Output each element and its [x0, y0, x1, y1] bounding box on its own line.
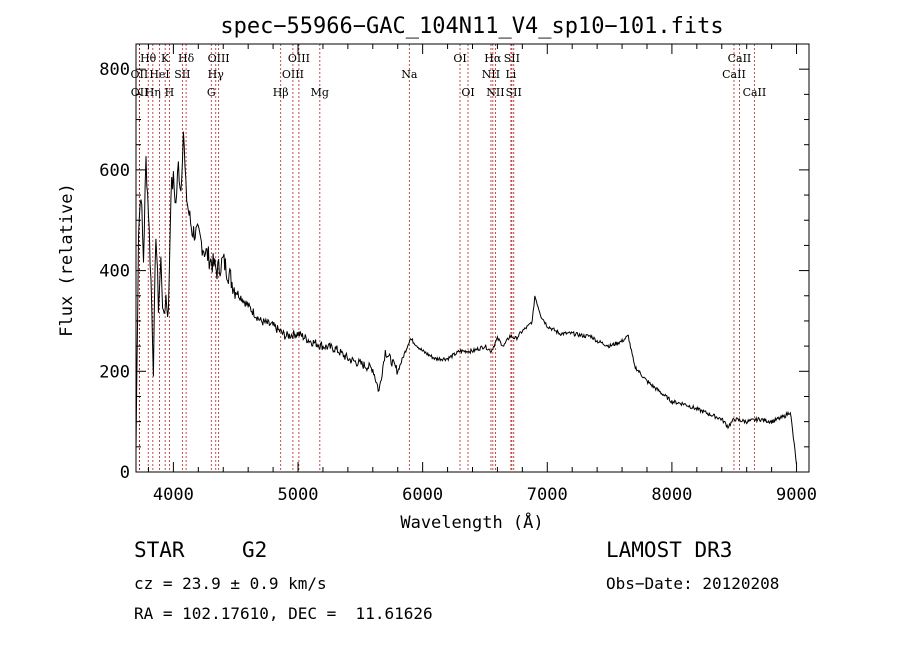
spectral-line-label: OII	[131, 86, 149, 99]
spectral-line-label: Na	[401, 68, 418, 81]
spectral-line-label: HeI	[149, 68, 169, 81]
x-tick-label: 8000	[651, 485, 692, 505]
spectral-line-label: CaII	[728, 52, 752, 65]
spectral-line-label: OII	[131, 68, 149, 81]
spectral-line-label: H	[165, 86, 175, 99]
spectral-line-label: CaII	[722, 68, 746, 81]
y-tick-label: 800	[99, 60, 130, 80]
plot-frame	[135, 43, 810, 473]
spectral-line-label: Mg	[311, 86, 329, 99]
x-tick-label: 4000	[153, 485, 194, 505]
spectral-line-label: OI	[453, 52, 466, 65]
spectral-line-label: Hβ	[273, 86, 289, 99]
spectral-line-label: Hγ	[208, 68, 225, 81]
spectral-line-label: SII	[174, 68, 190, 81]
spectral-line-label: Li	[505, 68, 516, 81]
spectral-line-label: NII	[486, 86, 504, 99]
spectral-line-label: Hα	[484, 52, 502, 65]
subclass-label: G2	[242, 538, 268, 562]
x-axis-label: Wavelength (Å)	[400, 511, 543, 533]
spectrum-chart: spec−55966−GAC_104N11_V4_sp10−101.fits H…	[57, 14, 817, 533]
spectral-line-label: Hθ	[140, 52, 157, 65]
ra-dec: RA = 102.17610, DEC = 11.61626	[134, 604, 433, 623]
spectral-line-label: OIII	[288, 52, 310, 65]
y-tick-label: 0	[120, 463, 130, 483]
x-tick-label: 6000	[402, 485, 443, 505]
spectral-line-label: Hδ	[178, 52, 195, 65]
cz-value: cz = 23.9 ± 0.9 km/s	[134, 574, 327, 593]
spectral-line-label: SII	[504, 52, 520, 65]
y-tick-label: 600	[99, 161, 130, 181]
axis-ticks: 4000 5000 6000 7000 8000 9000 0 200 400 600 800	[99, 44, 817, 505]
spectral-line-label: CaII	[743, 86, 767, 99]
spectral-line-markers	[138, 44, 755, 472]
spectral-line-label: OIII	[282, 68, 304, 81]
spectral-line-label: OIII	[208, 52, 230, 65]
x-tick-label: 9000	[776, 485, 817, 505]
survey-label: LAMOST DR3	[606, 538, 733, 562]
y-axis-label: Flux (relative)	[57, 183, 77, 337]
chart-title: spec−55966−GAC_104N11_V4_sp10−101.fits	[220, 14, 723, 39]
spectral-line-label: Hη	[145, 86, 161, 99]
x-tick-label: 7000	[527, 485, 568, 505]
spectral-line-label: G	[207, 86, 216, 99]
y-tick-label: 200	[99, 362, 130, 382]
class-label: STAR	[134, 538, 185, 562]
x-tick-label: 5000	[278, 485, 319, 505]
flux-series-line	[135, 131, 797, 465]
spectral-line-label: NII	[482, 68, 500, 81]
y-tick-label: 400	[99, 262, 130, 282]
obs-date: Obs−Date: 20120208	[606, 574, 780, 593]
spectral-line-label: OI	[461, 86, 474, 99]
spectral-line-label: K	[161, 52, 170, 65]
spectral-line-label: SII	[506, 86, 522, 99]
